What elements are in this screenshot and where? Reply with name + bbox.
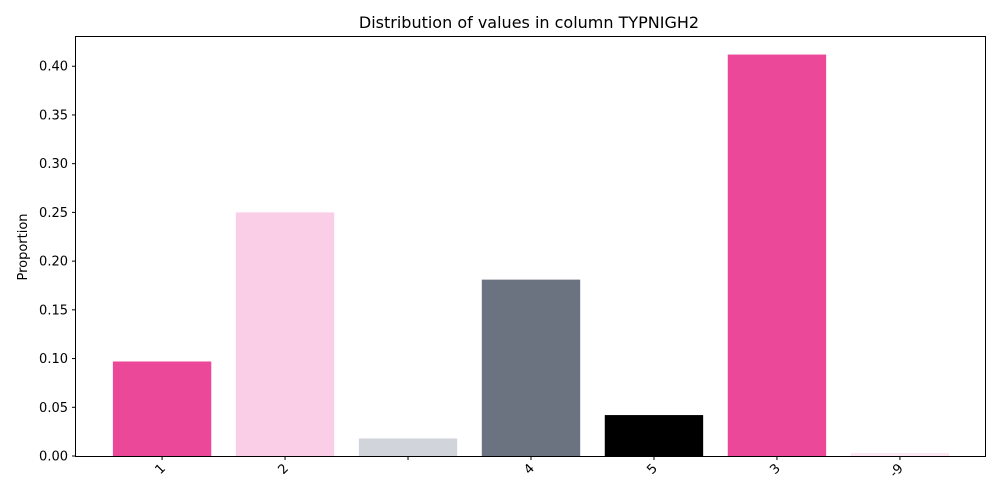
y-tick-label: 0.20 [39, 255, 68, 270]
x-tick-label: 4 [521, 461, 537, 477]
chart-title: Distribution of values in column TYPNIGH… [359, 13, 699, 32]
x-tick-label: -9 [887, 461, 907, 481]
y-tick-label: 0.00 [39, 450, 68, 465]
bar-3 [727, 54, 827, 456]
y-tick-label: 0.10 [39, 352, 68, 367]
bar-blank [358, 438, 458, 456]
y-axis-label: Proportion [16, 213, 31, 280]
bar--9 [850, 453, 950, 456]
y-axis: 0.00 0.05 0.10 0.15 0.20 0.25 0.30 0.35 0.40 [39, 60, 76, 465]
y-tick-label: 0.35 [39, 108, 68, 123]
x-tick-label: 3 [767, 461, 783, 477]
x-tick-label: 1 [152, 461, 168, 477]
y-tick-label: 0.30 [39, 157, 68, 172]
y-tick-label: 0.40 [39, 60, 68, 75]
y-tick-label: 0.05 [39, 401, 68, 416]
x-tick-label: 5 [644, 461, 660, 477]
bar-5 [604, 415, 704, 456]
x-tick-label: 2 [275, 461, 291, 477]
plot-frame [75, 36, 986, 457]
bar-1 [112, 361, 212, 456]
y-tick-label: 0.25 [39, 206, 68, 221]
bar-4 [481, 279, 581, 456]
y-tick-label: 0.15 [39, 303, 68, 318]
x-axis: 1 2 4 5 3 -9 [152, 456, 907, 481]
bars-layer [112, 54, 950, 456]
bar-2 [235, 212, 335, 456]
